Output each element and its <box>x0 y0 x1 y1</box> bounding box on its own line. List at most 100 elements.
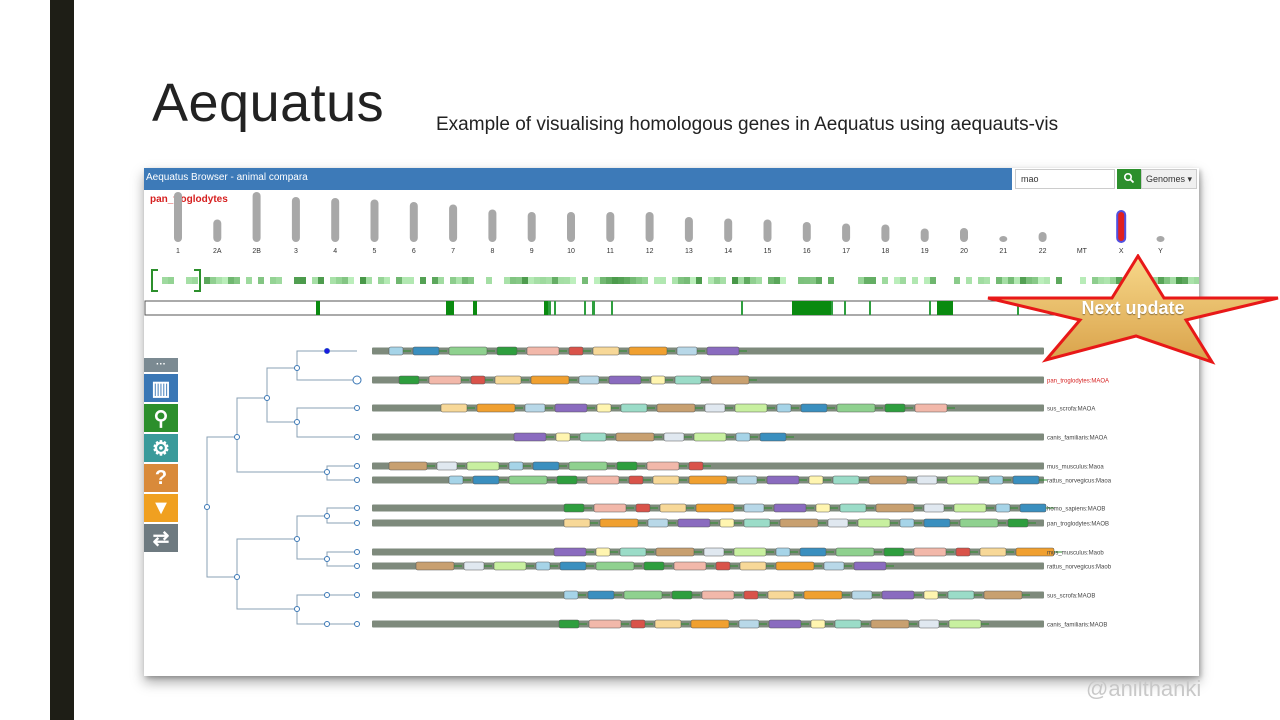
exon <box>766 475 800 485</box>
search-input[interactable] <box>1015 169 1115 189</box>
exon <box>918 619 940 629</box>
tree-branch <box>296 350 327 368</box>
density-cell <box>396 277 402 284</box>
help-icon[interactable]: ? <box>144 464 178 492</box>
exon <box>827 518 849 528</box>
exon <box>428 375 462 385</box>
exon <box>646 461 680 471</box>
exon <box>620 403 648 413</box>
density-cell <box>630 277 636 284</box>
density-cell <box>450 277 456 284</box>
density-cell <box>270 277 276 284</box>
chromosome-label: 4 <box>333 248 337 255</box>
exon <box>875 503 915 513</box>
density-cell <box>222 277 228 284</box>
tree-branch <box>206 436 237 507</box>
tree-node <box>324 348 330 354</box>
tree-node <box>324 592 330 598</box>
gears-icon[interactable]: ⚙ <box>144 434 178 462</box>
exon <box>834 619 862 629</box>
gene-label: sus_scrofa:MAOA <box>1047 407 1095 413</box>
exon <box>923 518 951 528</box>
density-cell <box>192 277 198 284</box>
region-bracket-left <box>151 269 158 292</box>
density-cell <box>378 277 384 284</box>
density-cell <box>342 277 348 284</box>
genomes-dropdown[interactable]: Genomes ▾ <box>1141 169 1197 189</box>
species-label: pan_troglodytes <box>150 194 228 205</box>
browser-title-bar: Aequatus Browser - animal compara <box>144 168 1012 190</box>
search-icon[interactable]: ⚲ <box>144 404 178 432</box>
more-icon[interactable]: ··· <box>144 358 178 372</box>
exon <box>623 590 663 600</box>
gene-block <box>792 301 832 315</box>
next-update-callout: Next update <box>986 253 1280 366</box>
exon <box>654 619 682 629</box>
swap-icon[interactable]: ⇄ <box>144 524 178 552</box>
density-cell <box>828 277 834 284</box>
density-cell <box>456 277 462 284</box>
exon <box>595 561 635 571</box>
exon <box>513 432 547 442</box>
exon <box>1019 503 1047 513</box>
exon <box>923 503 945 513</box>
density-cell <box>486 277 492 284</box>
density-cell <box>606 277 612 284</box>
tree-node <box>324 513 330 519</box>
density-cell <box>756 277 762 284</box>
tree-node <box>294 536 300 542</box>
exon <box>647 518 669 528</box>
density-cell <box>720 277 726 284</box>
exon <box>616 461 638 471</box>
exon <box>463 561 485 571</box>
exon <box>947 590 975 600</box>
tree-leaf <box>354 549 360 555</box>
exon <box>835 547 875 557</box>
exon <box>1015 547 1055 557</box>
density-cell <box>528 277 534 284</box>
exon <box>553 547 587 557</box>
exon <box>953 503 987 513</box>
exon <box>690 619 730 629</box>
tree-node <box>294 419 300 425</box>
density-cell <box>276 277 282 284</box>
exon <box>719 518 735 528</box>
density-cell <box>714 277 720 284</box>
tree-branch <box>296 609 327 625</box>
exon <box>466 461 500 471</box>
tree-leaf <box>354 505 360 511</box>
watermark: @anilthanki <box>1086 676 1202 701</box>
density-cell <box>408 277 414 284</box>
gene-backbone <box>372 591 1044 599</box>
density-cell <box>438 277 444 284</box>
slide-accent-bar <box>50 0 74 720</box>
chromosome-label: 11 <box>607 248 614 255</box>
exon <box>743 503 765 513</box>
tree-leaf <box>354 563 360 569</box>
density-cell <box>732 277 738 284</box>
density-cell <box>348 277 354 284</box>
tree-branch <box>236 538 297 577</box>
gene-label: pan_troglodytes:MAOB <box>1047 522 1109 528</box>
density-cell <box>600 277 606 284</box>
exon <box>743 590 759 600</box>
tree-node <box>324 469 330 475</box>
exon <box>508 461 524 471</box>
exon <box>853 561 887 571</box>
filter-icon[interactable]: ▼ <box>144 494 178 522</box>
exon <box>630 619 646 629</box>
density-cell <box>684 277 690 284</box>
density-cell <box>336 277 342 284</box>
exon <box>995 503 1011 513</box>
density-cell <box>510 277 516 284</box>
density-cell <box>858 277 864 284</box>
gene-block <box>544 301 548 315</box>
exon <box>526 346 560 356</box>
density-cell <box>216 277 222 284</box>
tree-branch <box>326 551 357 559</box>
exon <box>839 503 867 513</box>
bar-chart-icon[interactable]: ▥ <box>144 374 178 402</box>
exon <box>508 475 548 485</box>
search-button[interactable] <box>1117 169 1141 189</box>
density-cell <box>636 277 642 284</box>
